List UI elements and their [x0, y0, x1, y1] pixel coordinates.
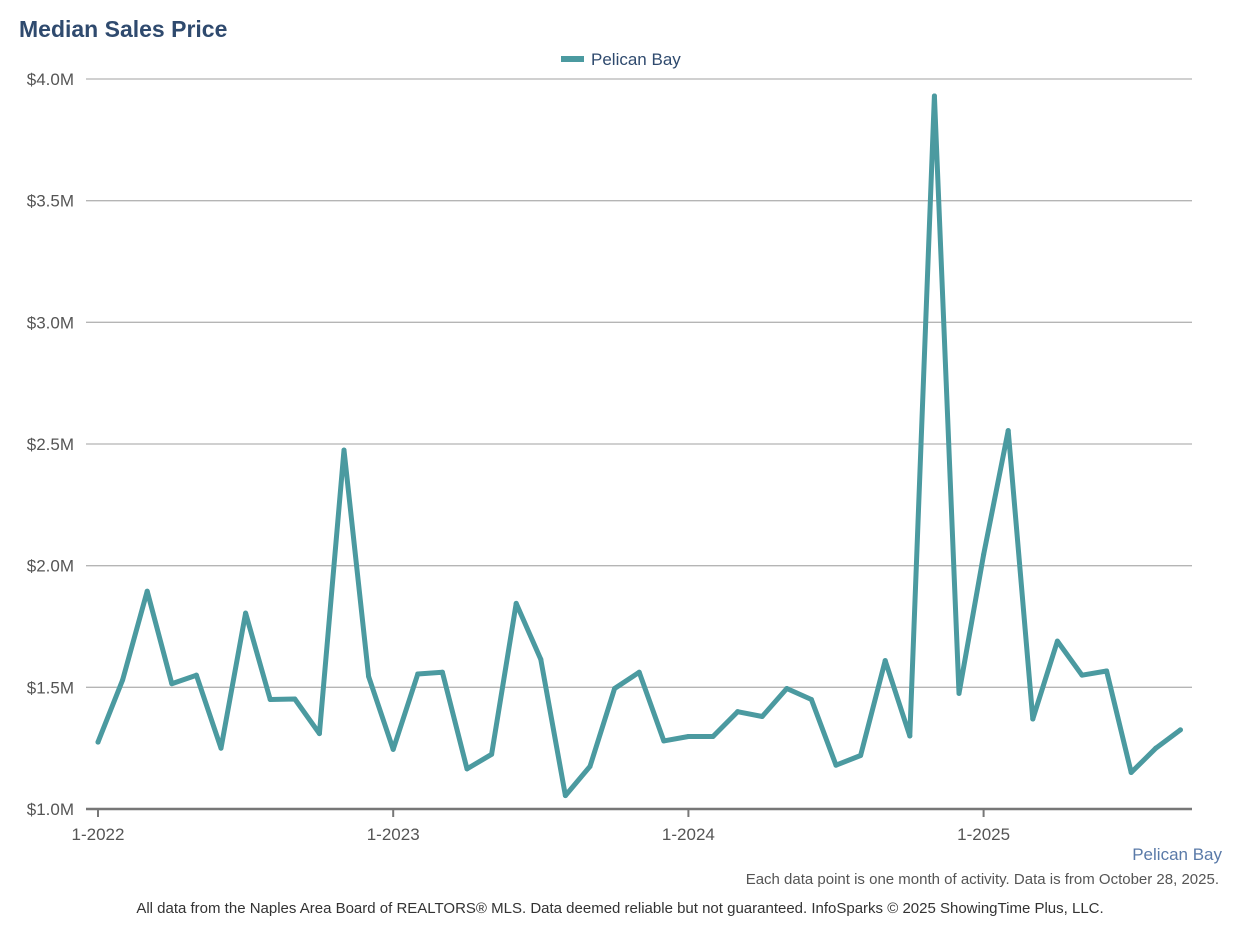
data-point[interactable] — [341, 447, 347, 453]
series-layer — [95, 93, 1183, 799]
data-point[interactable] — [833, 762, 839, 768]
data-point[interactable] — [759, 714, 765, 720]
y-tick-label: $3.5M — [27, 192, 74, 211]
y-tick-label: $3.0M — [27, 313, 74, 332]
data-point[interactable] — [981, 552, 987, 558]
data-point[interactable] — [1005, 428, 1011, 434]
data-point[interactable] — [95, 739, 101, 745]
gridlines — [86, 78, 1192, 688]
data-point[interactable] — [513, 600, 519, 606]
y-tick-label: $1.5M — [27, 678, 74, 697]
data-point[interactable] — [169, 681, 175, 687]
y-tick-label: $4.0M — [27, 70, 74, 89]
data-point[interactable] — [587, 763, 593, 769]
data-point[interactable] — [218, 745, 224, 751]
data-point[interactable] — [907, 733, 913, 739]
data-note: Each data point is one month of activity… — [745, 871, 1219, 888]
x-tick-label: 1-2024 — [662, 825, 715, 844]
x-tick-label: 1-2023 — [367, 825, 420, 844]
data-point[interactable] — [784, 686, 790, 692]
x-axis-labels: 1-2022 1-2023 1-2024 1-2025 — [72, 809, 1010, 844]
data-point[interactable] — [120, 677, 126, 683]
data-point[interactable] — [1104, 668, 1110, 674]
data-point[interactable] — [685, 733, 691, 739]
market-label: Pelican Bay — [1132, 845, 1222, 864]
x-tick-label: 1-2022 — [72, 825, 125, 844]
data-point[interactable] — [931, 93, 937, 99]
data-point[interactable] — [464, 766, 470, 772]
data-point[interactable] — [636, 669, 642, 675]
data-point[interactable] — [193, 672, 199, 678]
y-tick-label: $2.0M — [27, 557, 74, 576]
y-axis-labels: $1.0M $1.5M $2.0M $2.5M $3.0M $3.5M $4.0M — [27, 70, 74, 819]
data-point[interactable] — [858, 752, 864, 758]
data-point[interactable] — [710, 733, 716, 739]
data-point[interactable] — [612, 686, 618, 692]
chart-title: Median Sales Price — [19, 16, 228, 42]
data-point[interactable] — [661, 738, 667, 744]
data-point[interactable] — [144, 588, 150, 594]
data-point[interactable] — [366, 673, 372, 679]
data-point[interactable] — [267, 697, 273, 702]
data-point[interactable] — [882, 658, 888, 664]
data-point[interactable] — [1079, 672, 1085, 678]
footer-disclaimer: All data from the Naples Area Board of R… — [136, 900, 1104, 917]
data-point[interactable] — [415, 671, 421, 677]
x-tick-label: 1-2025 — [957, 825, 1010, 844]
y-tick-label: $1.0M — [27, 800, 74, 819]
data-point[interactable] — [489, 751, 495, 757]
data-point[interactable] — [1128, 770, 1134, 775]
legend-label: Pelican Bay — [591, 50, 681, 69]
data-point[interactable] — [390, 746, 396, 752]
data-point[interactable] — [808, 697, 814, 702]
data-point[interactable] — [1177, 727, 1183, 733]
data-point[interactable] — [292, 696, 298, 702]
data-point[interactable] — [243, 610, 249, 616]
data-point[interactable] — [735, 709, 741, 715]
data-point[interactable] — [956, 690, 962, 696]
data-point[interactable] — [538, 656, 544, 662]
data-point[interactable] — [1030, 716, 1036, 722]
data-point[interactable] — [1153, 745, 1159, 751]
legend[interactable]: Pelican Bay — [561, 50, 681, 69]
data-point[interactable] — [316, 731, 322, 737]
y-tick-label: $2.5M — [27, 435, 74, 454]
data-point[interactable] — [1054, 638, 1060, 644]
data-point[interactable] — [562, 793, 568, 799]
data-point[interactable] — [439, 669, 445, 675]
